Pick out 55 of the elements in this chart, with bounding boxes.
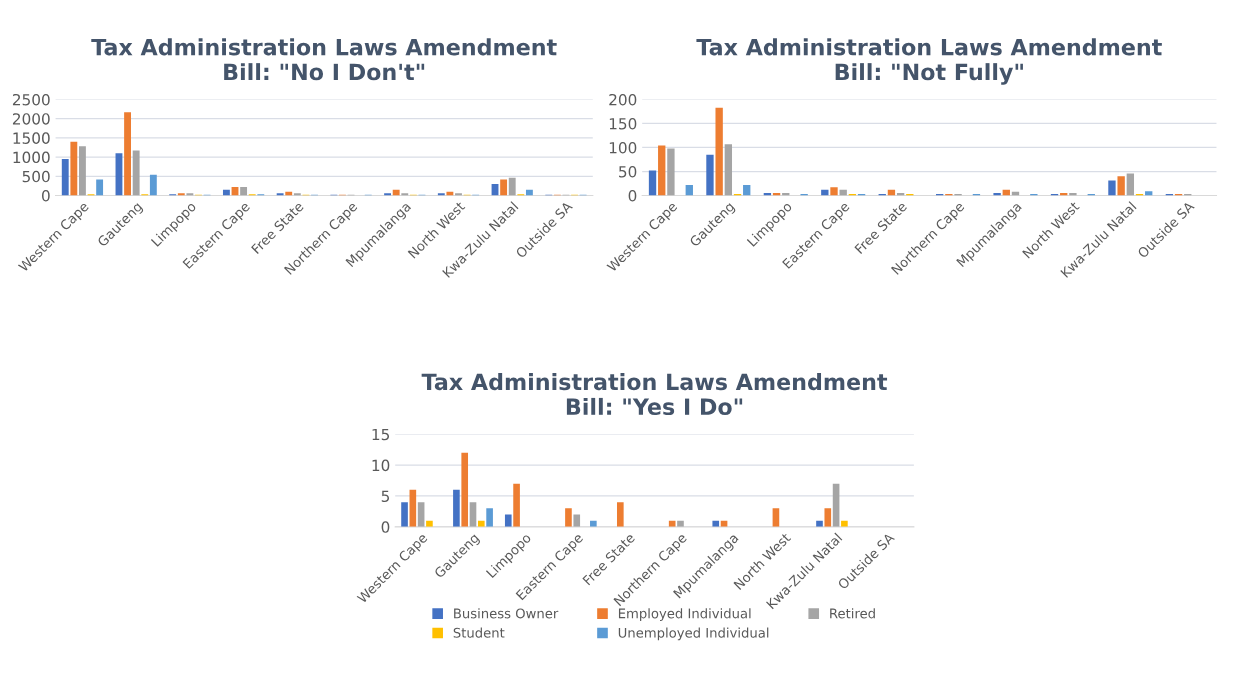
bar (824, 508, 832, 527)
y-tick-label: 500 (22, 170, 50, 183)
bar (96, 179, 104, 196)
bar (124, 112, 131, 196)
bar (132, 150, 140, 196)
bar (685, 184, 693, 196)
legend-label: Retired (830, 608, 875, 619)
bar (648, 170, 657, 196)
bar (715, 107, 723, 196)
legend-label: Business Owner (454, 608, 559, 619)
bar (724, 144, 733, 196)
y-tick-label: 2000 (12, 113, 50, 125)
bar (1117, 176, 1125, 196)
y-tick-label: 0 (381, 521, 390, 533)
bar (61, 159, 69, 196)
bar (513, 483, 520, 527)
y-tick-label: 0 (42, 189, 50, 202)
y-tick-label: 2500 (12, 93, 50, 106)
chart-title: Tax Administration Laws Amendment Bill: "Yes I Do" (421, 373, 888, 416)
bar (617, 502, 624, 527)
bar (508, 177, 516, 196)
bar (573, 514, 581, 527)
y-tick-label: 100 (609, 141, 637, 154)
bar (1126, 173, 1135, 196)
bar (743, 184, 751, 196)
bar (453, 489, 460, 527)
bar (504, 514, 512, 527)
y-tick-label: 1500 (13, 132, 50, 144)
chart-title: Tax Administration Laws Amendment Bill: "Not Fully" (696, 38, 1162, 85)
y-tick-label: 50 (619, 165, 637, 178)
bar (240, 187, 248, 196)
y-tick-label: 10 (372, 459, 390, 472)
bar (1108, 180, 1116, 196)
bar (500, 179, 508, 196)
bar (461, 452, 469, 527)
bar (706, 154, 714, 196)
bar (149, 174, 157, 196)
chart-title: Tax Administration Laws Amendment Bill: "No I Don't" (91, 38, 557, 81)
legend-label: Unemployed Individual (618, 627, 769, 641)
bar (830, 187, 838, 196)
bar (667, 148, 675, 196)
bar (565, 508, 572, 527)
bar (658, 145, 666, 196)
y-tick-label: 200 (609, 93, 637, 106)
bar (79, 146, 86, 196)
y-tick-label: 15 (372, 428, 389, 441)
bar (70, 141, 78, 196)
legend-label: Student (453, 627, 505, 638)
bar (486, 508, 493, 527)
legend-label: Employed Individual (618, 608, 751, 621)
y-tick-label: 0 (628, 189, 637, 202)
y-tick-label: 150 (609, 117, 637, 130)
y-tick-label: 5 (381, 490, 389, 502)
bar (401, 502, 408, 527)
y-tick-label: 1000 (13, 151, 50, 164)
